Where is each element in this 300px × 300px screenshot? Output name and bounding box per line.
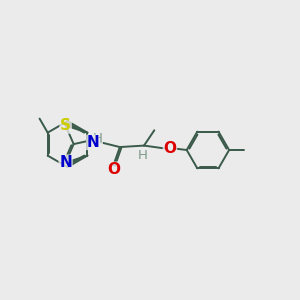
Text: N: N [86, 135, 99, 150]
Text: H: H [138, 148, 148, 161]
Text: S: S [60, 118, 71, 133]
Text: O: O [107, 162, 120, 177]
Text: H: H [93, 132, 103, 145]
Text: O: O [164, 141, 176, 156]
Text: N: N [59, 155, 72, 170]
